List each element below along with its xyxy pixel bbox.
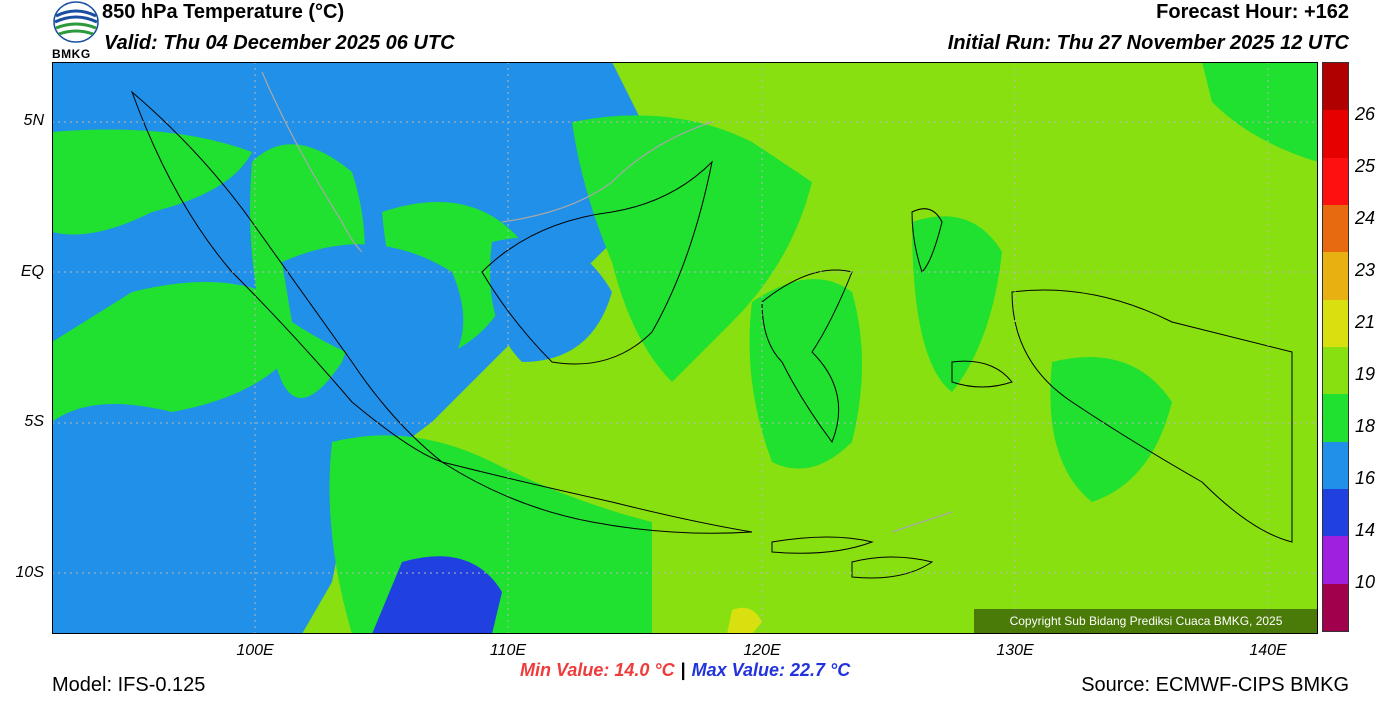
colorbar-segment <box>1323 299 1348 347</box>
x-tick-140e: 140E <box>1249 642 1287 659</box>
colorbar-label-14: 14 <box>1355 520 1376 540</box>
colorbar-label-24: 24 <box>1355 208 1376 228</box>
colorbar-label-26: 26 <box>1355 104 1376 124</box>
temperature-map <box>51 61 1319 635</box>
colorbar-segment <box>1323 110 1348 158</box>
colorbar-segment <box>1323 346 1348 395</box>
colorbar-label-19: 19 <box>1355 364 1376 384</box>
colorbar-label-10: 10 <box>1355 572 1376 592</box>
max-value: Max Value: 22.7 °C <box>691 660 851 680</box>
colorbar-label-18: 18 <box>1355 416 1376 436</box>
y-tick-10s: 10S <box>15 564 44 581</box>
y-tick-5s: 5S <box>24 413 44 430</box>
stats-separator: | <box>680 660 686 680</box>
x-tick-110e: 110E <box>489 642 527 659</box>
colorbar-segment <box>1323 441 1348 489</box>
min-max-values: Min Value: 14.0 °C | Max Value: 22.7 °C <box>520 660 850 681</box>
y-tick-5n: 5N <box>23 112 44 129</box>
colorbar-label-21: 21 <box>1355 312 1376 332</box>
forecast-hour: Forecast Hour: +162 <box>1156 1 1349 23</box>
colorbar <box>1322 62 1349 632</box>
x-tick-130e: 130E <box>996 642 1034 659</box>
colorbar-segment <box>1323 488 1348 537</box>
x-tick-100e: 100E <box>236 642 274 659</box>
logo-text: BMKG <box>52 47 91 61</box>
colorbar-segment <box>1323 583 1348 631</box>
source-label: Source: ECMWF-CIPS BMKG <box>1081 674 1349 696</box>
map-svg <box>51 61 1319 635</box>
valid-time: Valid: Thu 04 December 2025 06 UTC <box>104 32 455 54</box>
y-tick-eq: EQ <box>20 263 44 280</box>
colorbar-segment <box>1323 63 1348 111</box>
colorbar-label-25: 25 <box>1355 156 1376 176</box>
colorbar-segment <box>1323 157 1348 205</box>
copyright-notice: Copyright Sub Bidang Prediksi Cuaca BMKG… <box>974 609 1318 633</box>
colorbar-label-16: 16 <box>1355 468 1376 488</box>
min-value: Min Value: 14.0 °C <box>520 660 675 680</box>
map-title: 850 hPa Temperature (°C) <box>102 1 345 23</box>
colorbar-segment <box>1323 536 1348 584</box>
initial-run: Initial Run: Thu 27 November 2025 12 UTC <box>947 32 1349 54</box>
colorbar-segment <box>1323 252 1348 300</box>
colorbar-segment <box>1323 394 1348 442</box>
x-tick-120e: 120E <box>743 642 781 659</box>
bmkg-logo-icon <box>52 0 100 62</box>
colorbar-label-23: 23 <box>1355 260 1376 280</box>
model-label: Model: IFS-0.125 <box>52 674 206 696</box>
colorbar-segment <box>1323 204 1348 253</box>
